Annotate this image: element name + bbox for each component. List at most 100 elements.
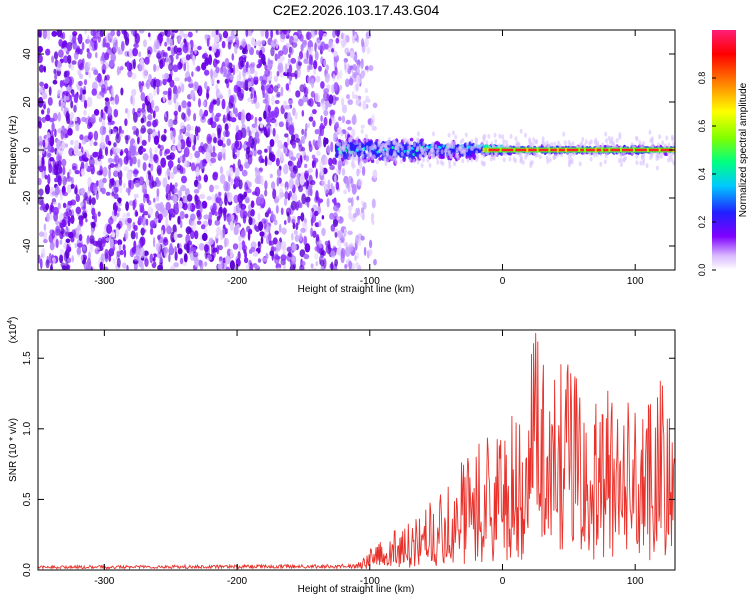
spectrogram-noise-cell <box>325 243 332 254</box>
spectrogram-noise-cell <box>216 215 221 221</box>
spectrogram-noise-cell <box>100 135 105 146</box>
spectrogram-noise-cell <box>61 219 67 228</box>
spectrogram-halo-cell <box>436 159 440 165</box>
spectrogram-noise-cell <box>208 237 214 246</box>
spectrogram-noise-cell <box>365 98 371 103</box>
spectrogram-noise-cell <box>233 30 237 35</box>
spectrogram-noise-cell <box>114 154 120 164</box>
spectrogram-noise-cell <box>316 102 321 107</box>
spectrogram-noise-cell <box>243 56 247 63</box>
spectrogram-noise-cell <box>87 61 91 68</box>
spectrogram-noise-cell <box>118 125 123 135</box>
spectrogram-halo-cell <box>463 152 467 158</box>
spectrogram-noise-cell <box>127 217 132 224</box>
x-tick-label: 0 <box>500 276 506 287</box>
spectrogram-noise-cell <box>97 211 101 217</box>
spectrogram-noise-cell <box>306 199 310 208</box>
spectrogram-noise-cell <box>275 205 279 214</box>
spectrogram-noise-cell <box>207 118 213 126</box>
spectrogram-noise-cell <box>186 242 190 254</box>
spectrogram-noise-cell <box>303 253 310 260</box>
spectrogram-noise-cell <box>82 58 85 66</box>
spectrogram-noise-cell <box>89 156 95 168</box>
spectrogram-noise-cell <box>235 203 241 214</box>
spectrogram-halo-cell <box>392 139 396 145</box>
spectrogram-noise-cell <box>183 160 188 168</box>
spectrogram-noise-cell <box>371 125 377 131</box>
spectrogram-noise-cell <box>312 109 317 115</box>
spectrogram-noise-cell <box>184 77 187 82</box>
spectrogram-noise-cell <box>154 147 158 154</box>
spectrogram-noise-cell <box>104 52 110 61</box>
spectrogram-noise-cell <box>214 34 220 43</box>
spectrogram-halo-cell <box>519 128 523 134</box>
spectrogram-noise-cell <box>291 256 296 262</box>
spectrogram-noise-cell <box>123 30 128 38</box>
spectrogram-noise-cell <box>322 33 328 38</box>
spectrogram-halo-cell <box>416 131 420 137</box>
spectrogram-halo-cell <box>360 151 364 157</box>
spectrogram-noise-cell <box>88 251 91 260</box>
spectrogram-noise-cell <box>105 191 111 196</box>
spectrogram-noise-cell <box>304 163 308 169</box>
spectrogram-noise-cell <box>269 240 275 246</box>
spectrogram-halo-cell <box>412 158 416 164</box>
spectrogram-noise-cell <box>40 258 43 270</box>
spectrogram-halo-cell <box>351 150 355 156</box>
spectrogram-noise-cell <box>219 256 223 261</box>
spectrogram-noise-cell <box>334 174 337 184</box>
spectrogram-noise-cell <box>242 214 247 224</box>
spectrogram-noise-cell <box>99 30 104 37</box>
spectrogram-noise-cell <box>66 184 72 194</box>
spectrogram-halo-cell <box>471 146 474 151</box>
spectrogram-noise-cell <box>173 188 177 194</box>
spectrogram-noise-cell <box>117 239 123 246</box>
spectrogram-noise-cell <box>66 243 70 253</box>
spectrogram-noise-cell <box>209 184 214 193</box>
spectrogram-image <box>38 30 675 270</box>
spectrogram-noise-cell <box>134 209 138 217</box>
spectrogram-noise-cell <box>174 202 180 214</box>
spectrogram-noise-cell <box>360 235 365 241</box>
spectrogram-noise-cell <box>83 99 88 109</box>
spectrogram-noise-cell <box>296 160 302 169</box>
spectrogram-noise-cell <box>104 42 110 48</box>
spectrogram-noise-cell <box>58 99 62 107</box>
spectrogram-noise-cell <box>191 71 194 77</box>
spectrogram-halo-cell <box>480 141 484 147</box>
spectrogram-noise-cell <box>108 164 112 170</box>
spectrogram-noise-cell <box>308 54 312 65</box>
spectrogram-noise-cell <box>196 209 201 218</box>
spectrogram-noise-cell <box>95 52 98 59</box>
spectrogram-noise-cell <box>110 100 115 105</box>
spectrogram-noise-cell <box>303 235 308 246</box>
spectrogram-noise-cell <box>51 30 58 37</box>
spectrogram-halo-cell <box>384 161 388 167</box>
spectrogram-noise-cell <box>162 246 169 254</box>
spectrogram-noise-cell <box>55 225 61 234</box>
spectrogram-halo-cell <box>412 142 416 148</box>
spectrogram-noise-cell <box>189 152 193 160</box>
spectrogram-band-cell <box>441 155 445 160</box>
spectrogram-halo-cell <box>420 146 424 152</box>
spectrogram-noise-cell <box>267 145 273 151</box>
spectrogram-noise-cell <box>83 109 87 116</box>
spectrogram-noise-cell <box>189 89 196 100</box>
spectrogram-halo-cell <box>571 141 575 147</box>
spectrogram-noise-cell <box>318 220 322 227</box>
spectrogram-noise-cell <box>261 85 265 91</box>
spectrogram-noise-cell <box>250 200 255 208</box>
spectrogram-halo-cell <box>365 158 369 164</box>
spectrogram-noise-cell <box>129 180 135 190</box>
spectrogram-noise-cell <box>258 51 263 59</box>
spectrogram-halo-cell <box>408 145 412 151</box>
spectrogram-band-cell <box>378 157 382 161</box>
spectrogram-noise-cell <box>288 190 292 198</box>
spectrogram-noise-cell <box>369 239 373 249</box>
spectrogram-noise-cell <box>254 131 260 140</box>
spectrogram-halo-cell <box>579 142 583 148</box>
spectrogram-noise-cell <box>352 73 357 83</box>
spectrogram-noise-cell <box>201 146 205 155</box>
spectrogram-peak-cell <box>513 148 516 152</box>
spectrogram-noise-cell <box>306 31 310 41</box>
